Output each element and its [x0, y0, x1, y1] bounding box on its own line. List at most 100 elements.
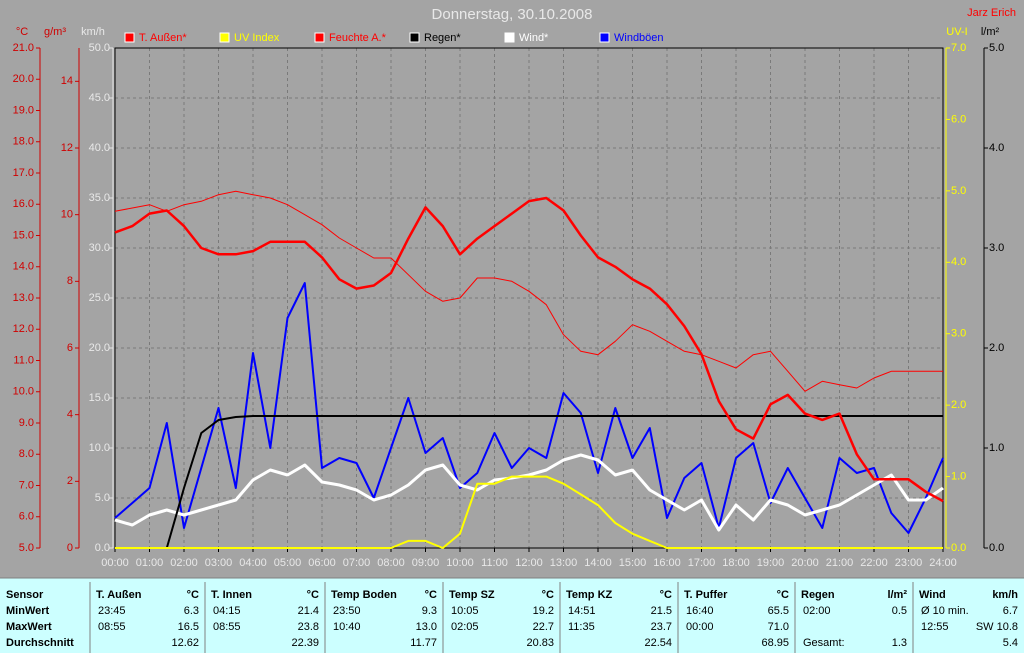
cell-value: 22.54 [644, 637, 672, 649]
cell-left: 14:51 [568, 605, 596, 617]
y-tick-label: 10 [61, 209, 73, 221]
table-background [0, 578, 1024, 653]
y-tick-label: 0.0 [95, 542, 110, 554]
column-header: Regen [801, 589, 835, 601]
x-tick-label: 02:00 [170, 557, 198, 569]
legend-swatch [504, 32, 515, 43]
y-tick-label: 0 [67, 542, 73, 554]
legend-swatch [314, 32, 325, 43]
y-tick-label: 16.0 [13, 198, 34, 210]
y-tick-label: 10.0 [89, 442, 110, 454]
y-tick-label: 30.0 [89, 242, 110, 254]
legend-swatch [124, 32, 135, 43]
y-axis-unit: km/h [81, 26, 105, 38]
y-tick-label: 45.0 [89, 92, 110, 104]
cell-left: 00:00 [686, 621, 714, 633]
legend-label: Regen* [424, 32, 461, 44]
y-tick-label: 13.0 [13, 292, 34, 304]
cell-left: 08:55 [98, 621, 126, 633]
y-tick-label: 12.0 [13, 323, 34, 335]
y-tick-label: 3.0 [989, 242, 1004, 254]
x-tick-label: 14:00 [584, 557, 612, 569]
cell-value: 71.0 [768, 621, 789, 633]
column-header: Wind [919, 589, 946, 601]
column-unit: °C [187, 589, 199, 601]
y-tick-label: 15.0 [89, 392, 110, 404]
y-tick-label: 5.0 [951, 185, 966, 197]
y-tick-label: 4.0 [989, 142, 1004, 154]
x-tick-label: 09:00 [412, 557, 440, 569]
y-axis-unit: l/m² [981, 26, 1000, 38]
y-tick-label: 20.0 [89, 342, 110, 354]
y-tick-label: 2.0 [951, 399, 966, 411]
y-tick-label: 6.0 [19, 511, 34, 523]
x-tick-label: 07:00 [343, 557, 371, 569]
cell-value: 21.4 [298, 605, 319, 617]
y-tick-label: 40.0 [89, 142, 110, 154]
plot-border [114, 47, 944, 549]
cell-left: 12:55 [921, 621, 949, 633]
x-tick-label: 24:00 [929, 557, 957, 569]
cell-left: 10:05 [451, 605, 479, 617]
column-unit: °C [425, 589, 437, 601]
y-tick-label: 10.0 [13, 386, 34, 398]
y-tick-label: 50.0 [89, 42, 110, 54]
x-tick-label: 04:00 [239, 557, 267, 569]
cell-left: 04:15 [213, 605, 241, 617]
summary-table: Sensor MinWert MaxWert Durchschnitt T. Außen… [6, 582, 1018, 653]
y-tick-label: 9.0 [19, 417, 34, 429]
x-tick-label: 22:00 [860, 557, 888, 569]
y-tick-label: 18.0 [13, 136, 34, 148]
cell-value: 68.95 [761, 637, 789, 649]
chart-title: Donnerstag, 30.10.2008 [432, 6, 593, 23]
y-tick-label: 6 [67, 342, 73, 354]
x-tick-label: 13:00 [550, 557, 578, 569]
x-tick-label: 01:00 [136, 557, 164, 569]
cell-value: 23.7 [651, 621, 672, 633]
column-header: Temp Boden [331, 589, 397, 601]
y-tick-label: 4 [67, 409, 73, 421]
x-tick-label: 11:00 [481, 557, 508, 569]
cell-value: 6.7 [1003, 605, 1018, 617]
y-tick-label: 0.0 [989, 542, 1004, 554]
y-tick-label: 1.0 [989, 442, 1004, 454]
y-tick-label: 8 [67, 275, 73, 287]
cell-value: 22.7 [533, 621, 554, 633]
y-tick-label: 11.0 [13, 354, 34, 366]
cell-left: 02:00 [803, 605, 831, 617]
column-header: T. Außen [96, 589, 142, 601]
cell-left: 11:35 [568, 621, 595, 633]
cell-left: 23:50 [333, 605, 361, 617]
cell-value: 22.39 [291, 637, 319, 649]
cell-value: 11.77 [410, 637, 437, 649]
cell-value: 1.3 [892, 637, 907, 649]
x-tick-label: 03:00 [205, 557, 233, 569]
column-header: Temp SZ [449, 589, 495, 601]
y-axis-unit: °C [16, 26, 28, 38]
cell-left: Gesamt: [803, 637, 845, 649]
y-tick-label: 8.0 [19, 448, 34, 460]
column-header: T. Innen [211, 589, 252, 601]
series-line [115, 475, 943, 549]
column-header: Temp KZ [566, 589, 613, 601]
legend-label: UV Index [234, 32, 280, 44]
x-tick-label: 05:00 [274, 557, 302, 569]
y-tick-label: 14 [61, 75, 73, 87]
x-tick-label: 00:00 [101, 557, 129, 569]
column-unit: °C [660, 589, 672, 601]
cell-left: 23:45 [98, 605, 126, 617]
column-unit: km/h [992, 589, 1018, 601]
cell-value: 23.8 [298, 621, 319, 633]
cell-value: 21.5 [651, 605, 672, 617]
cell-value: 16.5 [178, 621, 199, 633]
y-tick-label: 12 [61, 142, 73, 154]
cell-value: 9.3 [422, 605, 437, 617]
y-tick-label: 17.0 [13, 167, 34, 179]
series-line [115, 415, 943, 549]
y-tick-label: 0.0 [951, 542, 966, 554]
series-line [114, 282, 944, 534]
series-line [114, 196, 944, 503]
y-tick-label: 20.0 [13, 73, 34, 85]
column-unit: °C [542, 589, 554, 601]
cell-left: 08:55 [213, 621, 241, 633]
